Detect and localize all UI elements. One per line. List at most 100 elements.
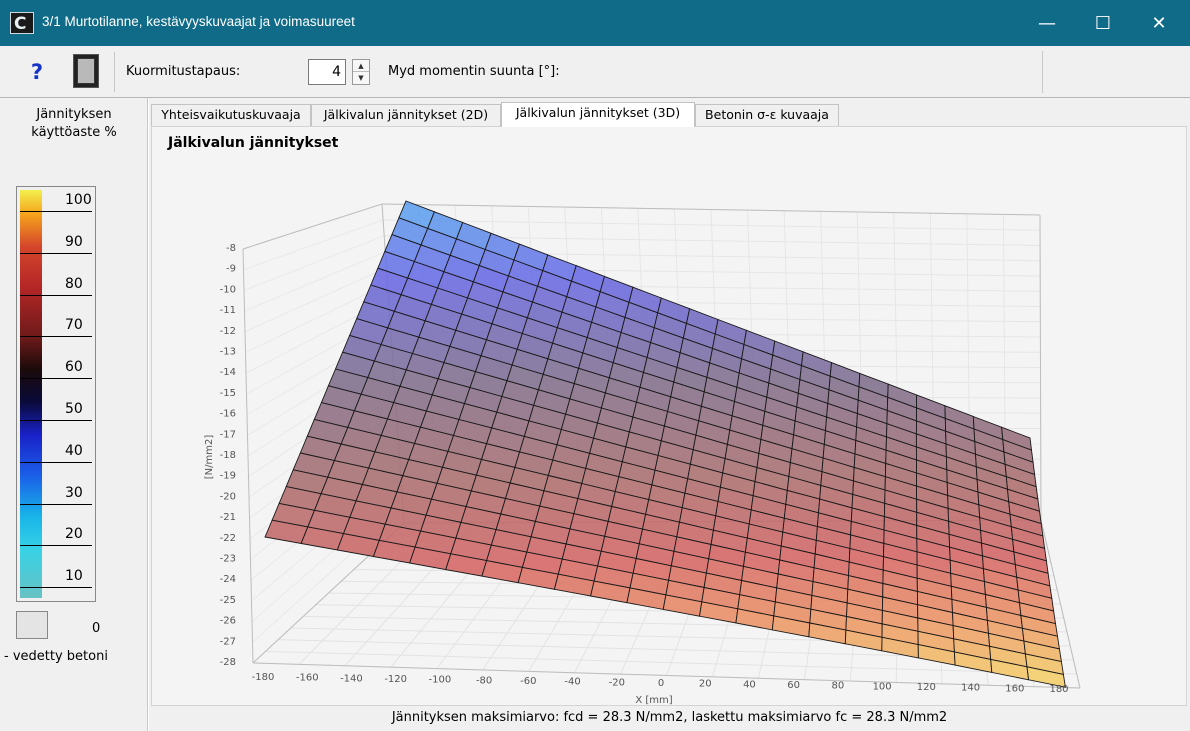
spin-up-icon[interactable]: ▲	[353, 60, 369, 72]
x-axis-tick-label: 20	[699, 679, 712, 690]
window-title: 3/1 Murtotilanne, kestävyyskuvaajat ja v…	[42, 14, 355, 29]
load-case-spinner[interactable]: ▲ ▼	[352, 59, 370, 85]
x-axis-tick-label: 180	[1049, 684, 1068, 695]
legend-tick-label: 30	[65, 484, 83, 501]
load-case-input[interactable]: 4	[308, 59, 346, 85]
tab-stresses-2d[interactable]: Jälkivalun jännitykset (2D)	[311, 104, 501, 126]
legend-tick-label: 80	[65, 275, 83, 292]
legend-tick-line	[20, 294, 92, 296]
x-axis-tick-label: 140	[961, 683, 980, 694]
x-axis-tick-label: -80	[476, 675, 492, 686]
x-axis-tick-label: -40	[564, 677, 580, 688]
legend-tick-label: 70	[65, 317, 83, 334]
tab-strip: Yhteisvaikutuskuvaaja Jälkivalun jännity…	[149, 102, 1190, 127]
tab-stress-strain[interactable]: Betonin σ-ε kuvaaja	[695, 104, 839, 126]
x-axis-tick-label: -140	[340, 673, 363, 684]
legend-tick-line	[20, 587, 92, 589]
minimize-button[interactable]: —	[1038, 12, 1056, 34]
x-axis-tick-label: 0	[658, 678, 664, 689]
z-axis-tick-label: -28	[220, 657, 236, 668]
legend-tick-line	[20, 545, 92, 547]
title-bar: C 3/1 Murtotilanne, kestävyyskuvaajat ja…	[0, 0, 1190, 46]
app-icon: C	[10, 12, 34, 34]
tension-swatch-value: 0	[92, 621, 101, 636]
z-axis-tick-label: -20	[220, 491, 236, 502]
legend-tick-label: 90	[65, 233, 83, 250]
tab-stresses-3d[interactable]: Jälkivalun jännitykset (3D)	[501, 102, 695, 127]
x-axis-tick-label: -160	[296, 673, 319, 684]
moment-direction-label: Myd momentin suunta [°]:	[388, 64, 560, 79]
box-edge	[1039, 214, 1042, 521]
toolbar-divider	[114, 52, 115, 92]
x-axis-tick-label: -60	[520, 676, 536, 687]
help-button[interactable]: ?	[30, 60, 44, 84]
legend-tick-line	[20, 461, 92, 463]
maximize-button[interactable]: ☐	[1094, 12, 1112, 34]
box-edge	[381, 203, 1041, 216]
legend-tick-line	[20, 252, 92, 254]
legend-panel: Jännityksen käyttöaste % 100 90 80 70 60 50 40…	[0, 98, 148, 731]
z-axis-tick-label: -16	[220, 409, 236, 420]
x-axis-tick-label: -180	[252, 672, 275, 683]
z-axis-tick-label: -9	[226, 264, 236, 275]
x-axis-tick-label: -120	[384, 674, 407, 685]
z-axis-tick-label: -26	[220, 616, 236, 627]
legend-tick-label: 10	[65, 568, 83, 585]
x-axis-tick-label: -20	[609, 677, 625, 688]
z-axis-tick-label: -23	[220, 554, 236, 565]
z-axis-tick-label: -8	[226, 243, 236, 254]
max-value-footer: Jännityksen maksimiarvo: fcd = 28.3 N/mm…	[391, 710, 948, 725]
legend-tick-line	[20, 211, 92, 212]
legend-tick-label: 50	[65, 401, 83, 417]
x-axis-label: X [mm]	[635, 695, 672, 706]
z-axis-tick-label: -12	[220, 326, 236, 337]
content-area: Yhteisvaikutuskuvaaja Jälkivalun jännity…	[149, 98, 1190, 731]
legend-tick-label: 40	[65, 442, 83, 459]
toolbar: ? Kuormitustapaus: 4 ▲ ▼ Myd momentin su…	[0, 46, 1190, 98]
box-edge	[242, 248, 254, 664]
side-wall-gridline	[244, 251, 386, 312]
z-axis-tick-label: -25	[220, 595, 236, 606]
door-icon[interactable]	[73, 54, 99, 88]
tension-swatch	[16, 611, 48, 639]
z-axis-tick-label: -21	[220, 512, 236, 523]
legend-colorbar-frame: 100 90 80 70 60 50 40 30 20 10	[16, 186, 96, 602]
z-axis-tick-label: -22	[220, 533, 236, 544]
chart-title: Jälkivalun jännitykset	[168, 135, 339, 151]
z-axis-tick-label: -10	[220, 284, 236, 295]
spin-down-icon[interactable]: ▼	[358, 74, 364, 82]
x-axis-tick-label: 80	[832, 681, 845, 692]
z-axis-tick-label: -11	[220, 305, 236, 316]
legend-tick-label: 100	[65, 192, 92, 208]
x-axis-tick-label: 160	[1005, 683, 1024, 694]
x-axis-tick-label: 40	[743, 679, 756, 690]
z-axis-tick-label: -27	[220, 636, 236, 647]
toolbar-right-panel	[1042, 51, 1186, 93]
x-axis-tick-label: 60	[787, 680, 800, 691]
z-axis-label: [N/mm2]	[204, 435, 215, 480]
legend-tick-line	[20, 420, 92, 421]
side-wall-gridline	[243, 219, 384, 271]
x-axis-tick-label: 100	[873, 681, 892, 692]
surface-chart[interactable]: -8 -9 -10 -11 -12 -13 -14 -15 -16 -17 -18 -19 -20 -21…	[152, 127, 1188, 707]
z-axis-tick-label: -19	[220, 471, 236, 482]
z-axis-tick-label: -13	[220, 347, 236, 358]
floor-gridline	[265, 650, 1077, 675]
legend-tick-label: 60	[65, 359, 83, 376]
box-edge	[242, 203, 383, 250]
z-axis-tick-label: -24	[220, 574, 236, 585]
box-edge	[1040, 519, 1081, 689]
legend-tick-line	[20, 503, 92, 505]
side-wall-gridline	[245, 283, 388, 353]
surface-cell	[1026, 666, 1066, 688]
legend-title: Jännityksen käyttöaste %	[31, 107, 117, 140]
z-axis-tick-label: -14	[220, 367, 236, 378]
chart-panel: Jälkivalun jännitykset -8 -9 -10 -11 -12 -13 -…	[151, 126, 1187, 706]
close-button[interactable]: ✕	[1151, 12, 1167, 34]
legend-tick-line	[20, 378, 92, 380]
legend-colorbar	[20, 190, 42, 598]
z-axis-tick-label: -17	[220, 429, 236, 440]
z-axis-tick-label: -18	[220, 450, 236, 461]
tab-interaction-diagram[interactable]: Yhteisvaikutuskuvaaja	[151, 104, 311, 126]
legend-tick-label: 20	[65, 526, 83, 543]
